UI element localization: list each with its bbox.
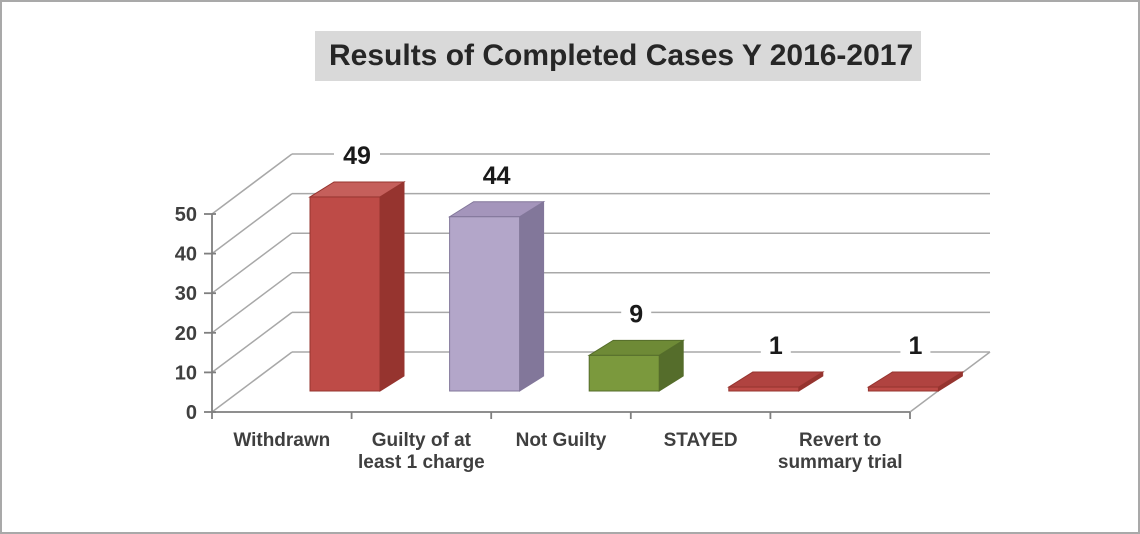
bar-front-face (588, 354, 660, 392)
bar-guilty-of-at-least-1-charge (447, 200, 546, 392)
category-label-line: summary trial (778, 452, 903, 473)
data-label-revert-to-summary-trial: 1 (908, 332, 922, 360)
data-label-withdrawn: 49 (343, 142, 371, 170)
bar-revert-to-summary-trial (866, 371, 965, 392)
bar-stayed (727, 371, 825, 392)
bar-front-face (867, 386, 939, 392)
sidewall-gridline (211, 351, 293, 413)
category-label-line: Not Guilty (516, 430, 607, 451)
chart-title: Results of Completed Cases Y 2016-2017 (315, 31, 921, 81)
category-label-line: least 1 charge (358, 452, 485, 473)
data-label-stayed: 1 (769, 332, 783, 360)
axes (204, 213, 911, 419)
y-tick-label: 40 (175, 244, 197, 266)
category-labels: Withdrawn Guilty of at least 1 charge Not G… (233, 430, 902, 473)
bar-side-face (519, 200, 545, 392)
category-label-withdrawn: Withdrawn (233, 430, 330, 451)
category-label-line: Withdrawn (233, 430, 330, 451)
category-label-not-guilty: Not Guilty (516, 430, 607, 451)
bar-front-face (728, 386, 800, 392)
y-tick-labels: 0 10 20 30 40 50 (175, 204, 197, 424)
y-tick-label: 50 (175, 204, 197, 226)
y-tick-label: 0 (186, 402, 197, 424)
sidewall-gridline (211, 153, 293, 215)
bars (308, 181, 965, 392)
bar-withdrawn (308, 181, 406, 392)
category-label-stayed: STAYED (664, 430, 738, 451)
category-label-revert-to-summary-trial: Revert to summary trial (778, 430, 903, 473)
y-tick-label: 30 (175, 283, 197, 305)
data-label-bg (621, 300, 652, 327)
bar-side-face (379, 181, 405, 392)
data-label-bg (760, 332, 791, 359)
sidewall-gridline (211, 311, 293, 373)
category-label-line: Revert to (799, 430, 881, 451)
y-tick-label: 20 (175, 323, 197, 345)
data-label-guilty-of-at-least-1-charge: 44 (483, 162, 511, 190)
data-label-bg (334, 141, 380, 168)
data-labels: 49 44 9 1 1 (334, 141, 931, 360)
category-label-guilty-of-at-least-1-charge: Guilty of at least 1 charge (358, 430, 485, 473)
sidewall-gridline (211, 193, 293, 255)
sidewall-gridline (211, 232, 293, 294)
gridlines (211, 153, 991, 413)
data-label-bg (473, 161, 520, 188)
category-label-line: Guilty of at (372, 430, 472, 451)
data-label-not-guilty: 9 (629, 300, 643, 328)
category-label-line: STAYED (664, 430, 738, 451)
y-tick-label: 10 (175, 362, 197, 384)
sidewall-gridline (211, 272, 293, 334)
bar-not-guilty (587, 339, 685, 392)
bar-front-face (309, 196, 381, 392)
bar-front-face (449, 216, 521, 392)
data-label-bg (900, 332, 931, 359)
